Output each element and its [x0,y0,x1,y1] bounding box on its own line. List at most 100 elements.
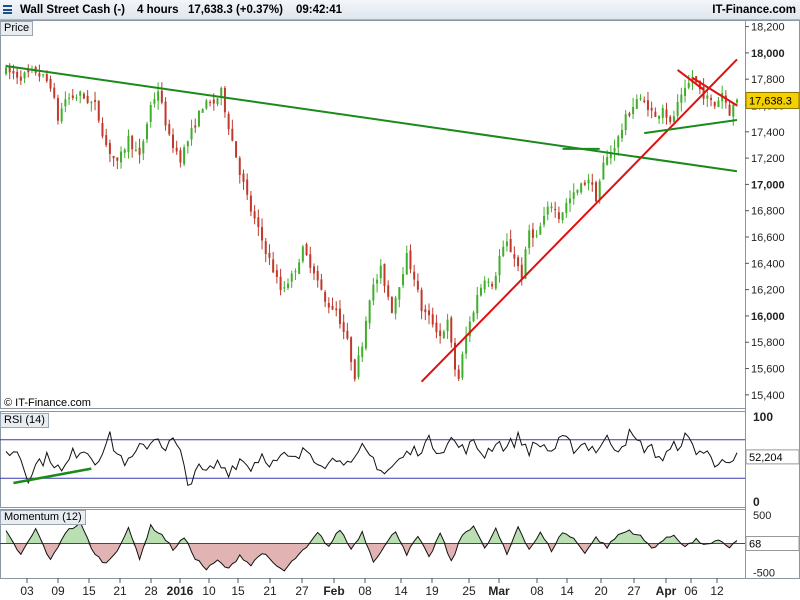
chart-header: Wall Street Cash (-) 4 hours 17,638.3 (+… [0,0,800,20]
momentum-value-label: 68 [749,539,761,551]
candle-body [316,270,319,281]
candle-body [617,136,620,148]
candle-body [491,283,494,287]
candle-body [82,93,85,99]
candle-body [476,294,479,314]
candle-body [53,87,56,98]
candle-body [442,331,445,339]
candle-body [257,217,260,227]
x-tick-label: 21 [113,584,127,598]
candle-body [327,303,330,308]
candle-body [710,97,713,100]
candle-body [309,254,312,268]
candle-body [620,129,623,139]
x-tick-label: 28 [144,584,158,598]
price-tick-label: 15,800 [751,337,785,349]
candle-body [628,113,631,116]
candle-body [687,83,690,88]
candle-body [439,330,442,336]
candle-body [175,147,178,152]
price-tick-label: 17,200 [751,153,785,165]
candle-body [643,100,646,103]
candle-body [253,211,256,219]
last-price-box [745,91,800,109]
candle-body [372,284,375,301]
price-tick-label: 17,000 [751,179,785,191]
rsi-trendline [13,467,92,485]
momentum-value-box [745,536,800,551]
candle-body [364,320,367,349]
candle-body [583,182,586,185]
price-tick-label: 16,400 [751,258,785,270]
candle-body [465,335,468,354]
x-tick-label: Apr [656,584,677,598]
rsi-line [5,428,738,487]
candle-body [550,206,553,209]
candle-body [157,91,160,101]
candle-body [684,88,687,96]
candle-body [320,279,323,290]
candle-body [146,123,149,140]
candle-body [123,149,126,153]
candle-body [190,127,193,140]
candle-body [732,104,735,117]
timeframe-label[interactable]: 4 hours [137,4,179,16]
candle-body [305,244,308,255]
candle-body [275,270,278,277]
x-tick-label: 08 [358,584,372,598]
candle-body [520,264,523,280]
candle-body [487,281,490,283]
candle-body [261,227,264,241]
candle-body [212,99,215,104]
candle-body [324,292,327,302]
candle-body [290,273,293,282]
candle-body [591,182,594,185]
candle-body [38,73,41,77]
candle-body [565,202,568,214]
candle-body [134,149,137,152]
candle-body [624,114,627,131]
candle-body [409,250,412,270]
candle-body [16,71,19,78]
price-tick-label: 18,200 [751,22,785,34]
price-tick-label: 18,000 [751,48,785,60]
price-tick-label: 16,600 [751,232,785,244]
candle-body [8,66,11,73]
candle-body [479,287,482,296]
candle-body [613,148,616,152]
price-pane-frame [0,20,746,409]
candle-body [494,275,497,289]
candle-body [287,283,290,288]
candle-body [428,310,431,316]
candle-body [513,254,516,259]
trendline-red [691,77,738,107]
candle-body [294,271,297,273]
candle-body [301,246,304,262]
candle-body [94,99,97,102]
candle-body [554,208,557,211]
candle-body [68,97,71,99]
candle-body [713,102,716,107]
candle-body [164,101,167,126]
candle-body [383,264,386,287]
candle-body [561,212,564,221]
candle-body [120,151,123,163]
x-tick-label: 21 [263,584,277,598]
menu-icon[interactable] [3,5,12,14]
x-tick-label: 15 [82,584,96,598]
candle-body [376,279,379,284]
price-tick-label: 15,600 [751,364,785,376]
candle-body [420,289,423,312]
candle-body [387,285,390,297]
x-tick-label: Mar [488,584,510,598]
candle-body [405,252,408,275]
candle-body [186,141,189,147]
candle-body [149,104,152,122]
candle-body [335,308,338,311]
candle-body [264,241,267,255]
candle-body [142,141,145,154]
candle-body [112,155,115,159]
candle-body [587,179,590,184]
x-tick-label: Feb [323,584,344,598]
candle-body [171,134,174,149]
